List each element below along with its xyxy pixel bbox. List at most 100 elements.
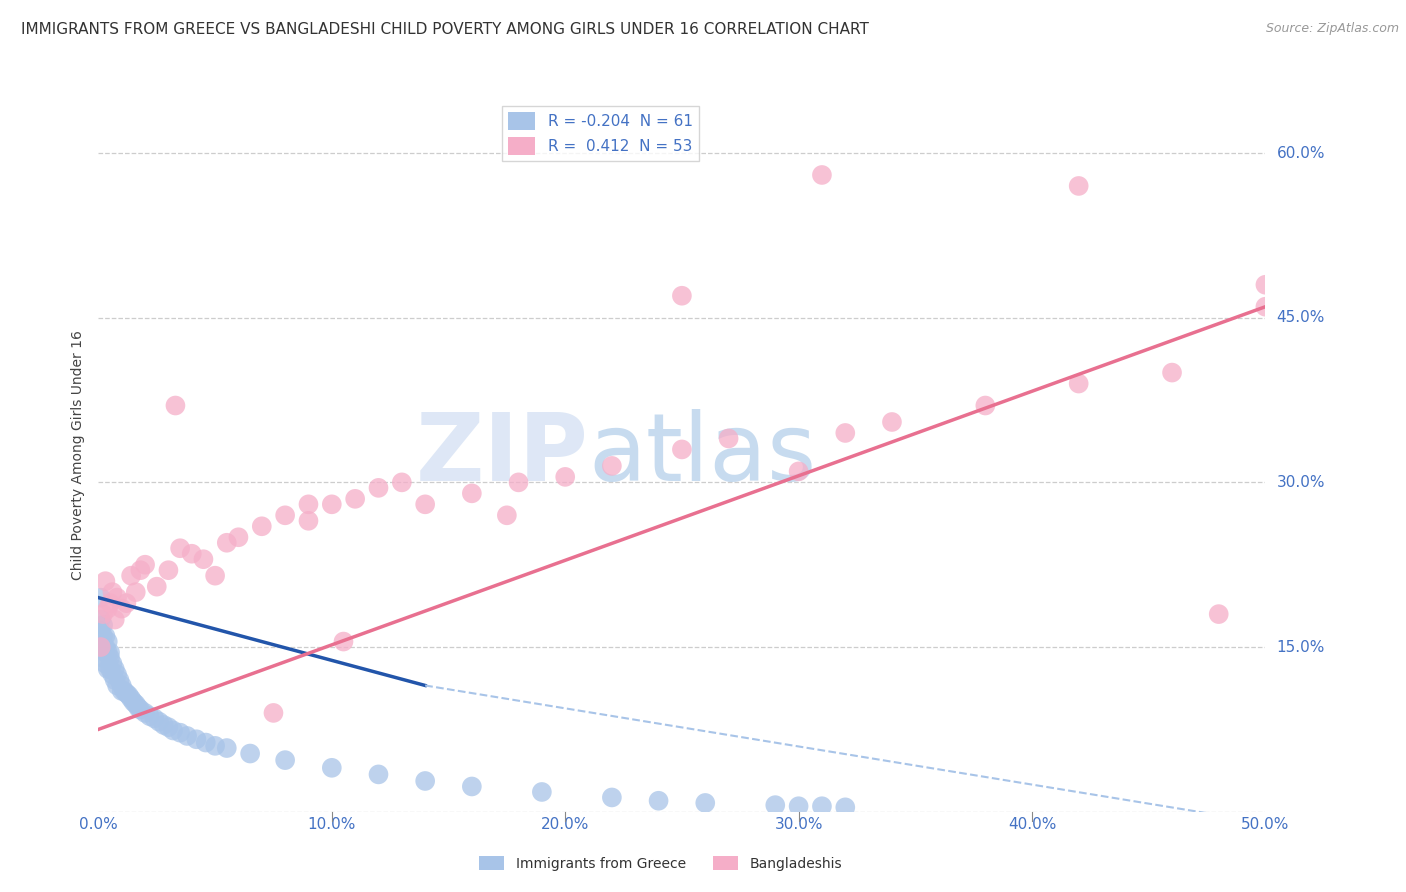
Point <box>90 640 112 654</box>
Point <box>811 799 834 814</box>
Point <box>134 706 156 720</box>
Text: 45.0%: 45.0% <box>1277 310 1324 326</box>
Legend: R = -0.204  N = 61, R =  0.412  N = 53: R = -0.204 N = 61, R = 0.412 N = 53 <box>502 106 699 161</box>
Point <box>148 714 170 729</box>
Point <box>129 703 152 717</box>
Point <box>321 761 343 775</box>
Point <box>717 432 740 446</box>
Point <box>120 568 142 582</box>
Point <box>391 475 413 490</box>
Point <box>146 580 169 594</box>
Point <box>186 732 208 747</box>
Point <box>125 697 148 711</box>
Text: ZIP: ZIP <box>416 409 589 501</box>
Point <box>262 706 284 720</box>
Point <box>143 711 166 725</box>
Text: IMMIGRANTS FROM GREECE VS BANGLADESHI CHILD POVERTY AMONG GIRLS UNDER 16 CORRELA: IMMIGRANTS FROM GREECE VS BANGLADESHI CH… <box>21 22 869 37</box>
Point <box>671 289 693 303</box>
Point <box>91 651 114 665</box>
Point <box>165 399 187 413</box>
Point <box>495 508 517 523</box>
Point <box>413 774 436 789</box>
Point <box>647 794 669 808</box>
Point <box>91 607 114 621</box>
Point <box>104 662 127 676</box>
Point <box>321 497 343 511</box>
Point <box>125 585 148 599</box>
Point <box>139 709 162 723</box>
Point <box>974 399 997 413</box>
Point <box>115 686 138 700</box>
Point <box>763 798 786 813</box>
Text: 60.0%: 60.0% <box>1277 145 1324 161</box>
Point <box>108 673 131 687</box>
Point <box>811 168 834 182</box>
Point <box>215 741 238 756</box>
Point <box>94 657 117 671</box>
Point <box>127 700 149 714</box>
Point <box>834 425 856 440</box>
Point <box>1067 376 1090 391</box>
Point <box>157 563 180 577</box>
Point <box>98 646 121 660</box>
Point <box>461 780 484 794</box>
Point <box>157 720 180 734</box>
Point <box>228 530 250 544</box>
Point <box>1067 178 1090 193</box>
Point <box>787 799 810 814</box>
Point <box>274 753 297 767</box>
Point <box>215 535 238 549</box>
Point <box>105 591 128 605</box>
Point <box>91 629 114 643</box>
Point <box>98 651 121 665</box>
Point <box>554 470 576 484</box>
Point <box>162 723 184 738</box>
Point <box>115 596 138 610</box>
Point <box>111 601 134 615</box>
Point <box>101 585 124 599</box>
Point <box>169 725 191 739</box>
Point <box>111 678 134 692</box>
Point <box>600 458 623 473</box>
Point <box>129 563 152 577</box>
Point <box>105 678 128 692</box>
Point <box>97 662 120 676</box>
Point <box>297 514 319 528</box>
Point <box>204 568 226 582</box>
Point <box>367 767 389 781</box>
Point <box>104 673 127 687</box>
Text: 30.0%: 30.0% <box>1277 475 1324 490</box>
Legend: Immigrants from Greece, Bangladeshis: Immigrants from Greece, Bangladeshis <box>474 850 848 876</box>
Point <box>1254 277 1277 292</box>
Point <box>94 646 117 660</box>
Point <box>671 442 693 457</box>
Point <box>194 735 217 749</box>
Point <box>101 667 124 681</box>
Point <box>169 541 191 556</box>
Point <box>508 475 530 490</box>
Point <box>98 662 121 676</box>
Point <box>98 596 121 610</box>
Point <box>97 601 120 615</box>
Point <box>695 796 717 810</box>
Point <box>204 739 226 753</box>
Point <box>600 790 623 805</box>
Point <box>787 464 810 478</box>
Point <box>94 640 117 654</box>
Y-axis label: Child Poverty Among Girls Under 16: Child Poverty Among Girls Under 16 <box>72 330 86 580</box>
Point <box>120 691 142 706</box>
Point <box>834 800 856 814</box>
Text: Source: ZipAtlas.com: Source: ZipAtlas.com <box>1265 22 1399 36</box>
Point <box>152 718 174 732</box>
Point <box>274 508 297 523</box>
Point <box>332 634 354 648</box>
Point <box>94 629 117 643</box>
Point <box>344 491 367 506</box>
Text: atlas: atlas <box>589 409 817 501</box>
Point <box>105 667 128 681</box>
Point <box>297 497 319 511</box>
Point <box>176 729 198 743</box>
Point <box>90 591 112 605</box>
Point <box>91 618 114 632</box>
Text: 15.0%: 15.0% <box>1277 640 1324 655</box>
